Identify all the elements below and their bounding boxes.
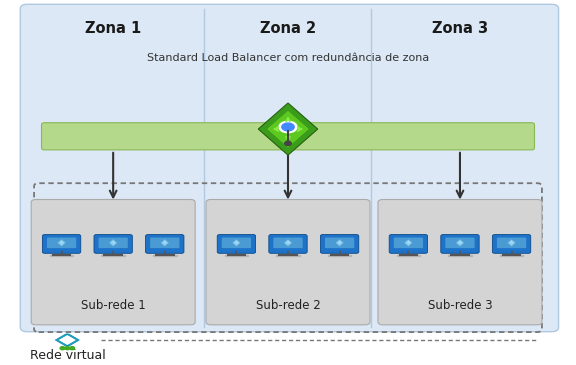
FancyBboxPatch shape xyxy=(47,238,76,248)
Text: Standard Load Balancer com redundância de zona: Standard Load Balancer com redundância d… xyxy=(147,53,429,62)
Polygon shape xyxy=(284,239,292,246)
Text: Sub-rede 1: Sub-rede 1 xyxy=(81,299,146,312)
Polygon shape xyxy=(236,241,238,243)
Polygon shape xyxy=(407,241,410,243)
Polygon shape xyxy=(267,110,309,148)
Polygon shape xyxy=(336,239,343,246)
FancyBboxPatch shape xyxy=(389,235,427,253)
FancyBboxPatch shape xyxy=(146,235,184,253)
FancyBboxPatch shape xyxy=(20,4,559,332)
FancyBboxPatch shape xyxy=(492,235,530,253)
FancyBboxPatch shape xyxy=(320,235,359,253)
Circle shape xyxy=(60,347,65,350)
FancyBboxPatch shape xyxy=(394,238,423,248)
FancyBboxPatch shape xyxy=(31,200,195,325)
Polygon shape xyxy=(258,103,318,155)
FancyBboxPatch shape xyxy=(222,238,251,248)
Circle shape xyxy=(282,123,294,131)
Text: Sub-rede 2: Sub-rede 2 xyxy=(256,299,320,312)
FancyBboxPatch shape xyxy=(325,238,354,248)
Polygon shape xyxy=(58,239,66,246)
Polygon shape xyxy=(339,241,342,243)
Circle shape xyxy=(65,347,70,350)
Polygon shape xyxy=(66,334,79,346)
Polygon shape xyxy=(233,239,240,246)
FancyBboxPatch shape xyxy=(94,235,132,253)
Polygon shape xyxy=(161,239,169,246)
FancyBboxPatch shape xyxy=(206,200,370,325)
Polygon shape xyxy=(109,239,117,246)
Text: Zona 3: Zona 3 xyxy=(432,21,488,36)
Polygon shape xyxy=(459,241,462,243)
Polygon shape xyxy=(164,241,166,243)
Polygon shape xyxy=(112,241,115,243)
Circle shape xyxy=(279,121,297,133)
Polygon shape xyxy=(55,334,68,346)
FancyBboxPatch shape xyxy=(445,238,475,248)
Text: Sub-rede 3: Sub-rede 3 xyxy=(427,299,492,312)
FancyBboxPatch shape xyxy=(269,235,307,253)
FancyBboxPatch shape xyxy=(497,238,526,248)
Polygon shape xyxy=(60,241,63,243)
FancyBboxPatch shape xyxy=(217,235,256,253)
Circle shape xyxy=(70,347,74,350)
FancyBboxPatch shape xyxy=(41,123,535,150)
FancyBboxPatch shape xyxy=(378,200,542,325)
FancyBboxPatch shape xyxy=(43,235,81,253)
FancyBboxPatch shape xyxy=(441,235,479,253)
Polygon shape xyxy=(404,239,412,246)
Polygon shape xyxy=(287,241,290,243)
Text: Zona 2: Zona 2 xyxy=(260,21,316,36)
FancyBboxPatch shape xyxy=(98,238,128,248)
Text: Zona 1: Zona 1 xyxy=(85,21,141,36)
FancyBboxPatch shape xyxy=(274,238,302,248)
Polygon shape xyxy=(507,239,516,246)
Polygon shape xyxy=(511,241,513,243)
Circle shape xyxy=(285,141,291,146)
FancyBboxPatch shape xyxy=(150,238,179,248)
Text: Rede virtual: Rede virtual xyxy=(30,349,106,362)
Polygon shape xyxy=(456,239,464,246)
